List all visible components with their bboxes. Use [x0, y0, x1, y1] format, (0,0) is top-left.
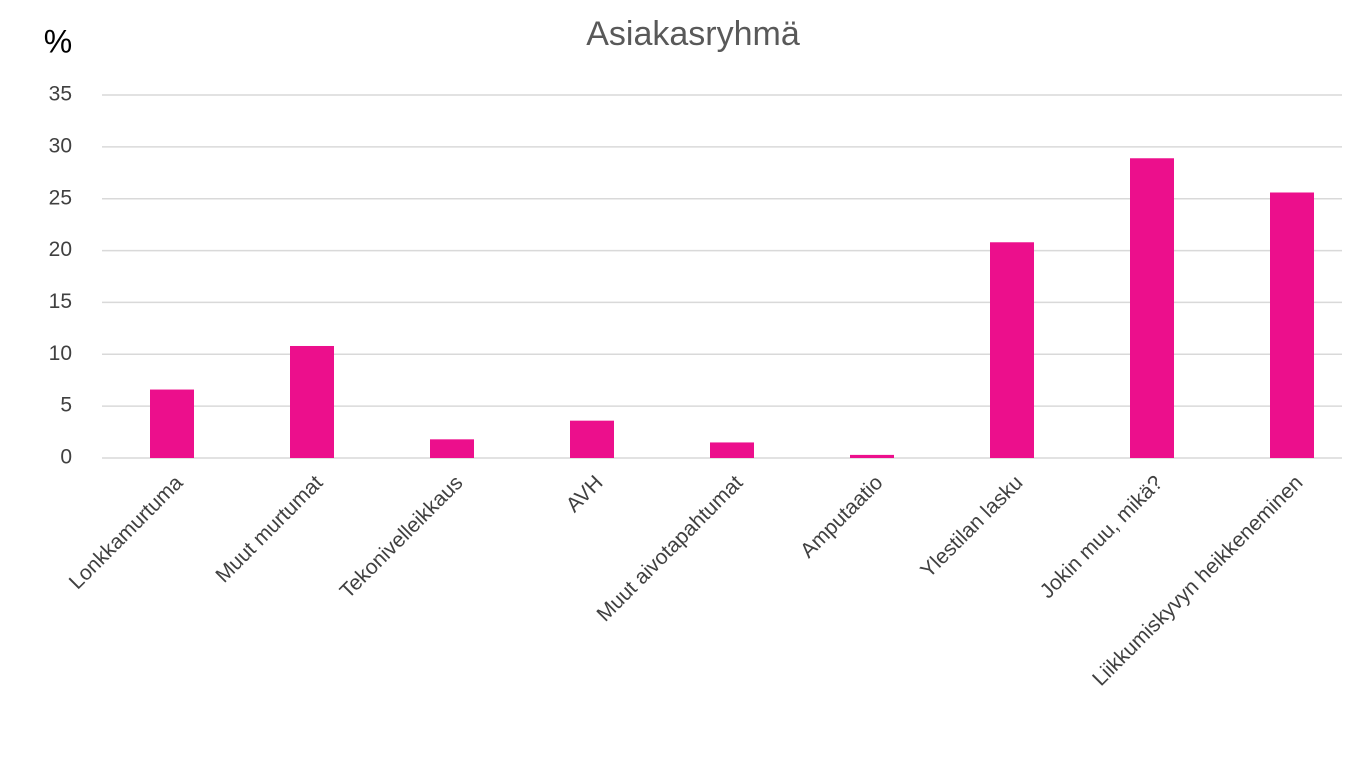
bar [850, 454, 894, 458]
bar [430, 439, 474, 458]
x-tick-label: Muut aivotapahtumat [593, 471, 748, 626]
y-tick-label: 20 [49, 238, 72, 261]
y-tick-label: 35 [49, 83, 72, 106]
bar [570, 420, 614, 458]
bar [990, 242, 1034, 458]
y-tick-label: 0 [60, 446, 72, 469]
x-tick-label: Amputaatio [796, 471, 887, 562]
bar [290, 345, 334, 458]
chart-title: Asiakasryhmä [586, 15, 800, 53]
bar [1270, 192, 1314, 458]
y-tick-label: 30 [49, 134, 72, 157]
x-tick-label: Jokin muu, mikä? [1036, 471, 1168, 603]
y-axis-label: % [44, 23, 72, 59]
x-tick-label: Lonkkamurtuma [65, 471, 188, 594]
y-tick-label: 15 [49, 290, 72, 313]
x-tick-label: AVH [562, 471, 608, 517]
y-tick-label: 10 [49, 342, 72, 365]
y-tick-label: 25 [49, 186, 72, 209]
x-tick-label: Tekonivelleikkaus [336, 471, 468, 603]
x-tick-label: Ylestilan lasku [916, 471, 1027, 582]
x-tick-label: Muut murtumat [211, 471, 327, 587]
y-tick-label: 5 [60, 394, 72, 417]
bar [150, 389, 194, 458]
bar [1130, 158, 1174, 458]
bar [710, 442, 754, 458]
